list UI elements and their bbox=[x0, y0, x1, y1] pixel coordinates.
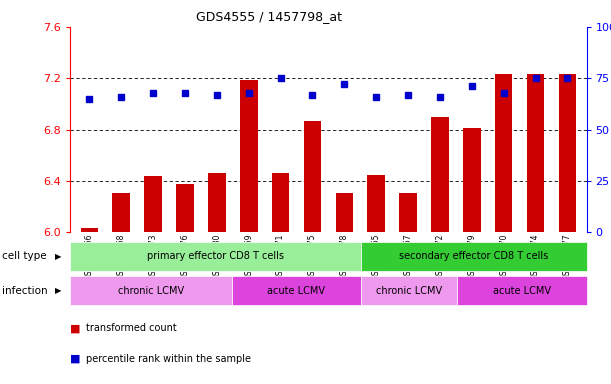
Bar bbox=[367, 175, 385, 232]
Bar bbox=[272, 173, 290, 232]
Bar bbox=[81, 228, 98, 232]
Bar bbox=[463, 128, 481, 232]
Text: chronic LCMV: chronic LCMV bbox=[118, 286, 184, 296]
Bar bbox=[208, 173, 225, 232]
Text: chronic LCMV: chronic LCMV bbox=[376, 286, 442, 296]
Bar bbox=[144, 176, 162, 232]
Text: cell type: cell type bbox=[2, 251, 46, 261]
Bar bbox=[558, 74, 576, 232]
Bar bbox=[400, 192, 417, 232]
Text: ▶: ▶ bbox=[54, 252, 61, 261]
Text: ■: ■ bbox=[70, 323, 81, 333]
Bar bbox=[176, 184, 194, 232]
Bar bbox=[431, 117, 448, 232]
Text: ▶: ▶ bbox=[54, 286, 61, 295]
Text: GDS4555 / 1457798_at: GDS4555 / 1457798_at bbox=[196, 10, 342, 23]
Text: acute LCMV: acute LCMV bbox=[267, 286, 325, 296]
Bar bbox=[304, 121, 321, 232]
Bar bbox=[112, 192, 130, 232]
Text: transformed count: transformed count bbox=[86, 323, 177, 333]
Bar bbox=[495, 74, 513, 232]
Bar bbox=[527, 74, 544, 232]
Text: ■: ■ bbox=[70, 354, 81, 364]
Text: secondary effector CD8 T cells: secondary effector CD8 T cells bbox=[399, 251, 548, 261]
Text: infection: infection bbox=[2, 286, 48, 296]
Bar bbox=[335, 192, 353, 232]
Bar bbox=[240, 79, 257, 232]
Text: percentile rank within the sample: percentile rank within the sample bbox=[86, 354, 251, 364]
Text: acute LCMV: acute LCMV bbox=[493, 286, 551, 296]
Text: primary effector CD8 T cells: primary effector CD8 T cells bbox=[147, 251, 284, 261]
